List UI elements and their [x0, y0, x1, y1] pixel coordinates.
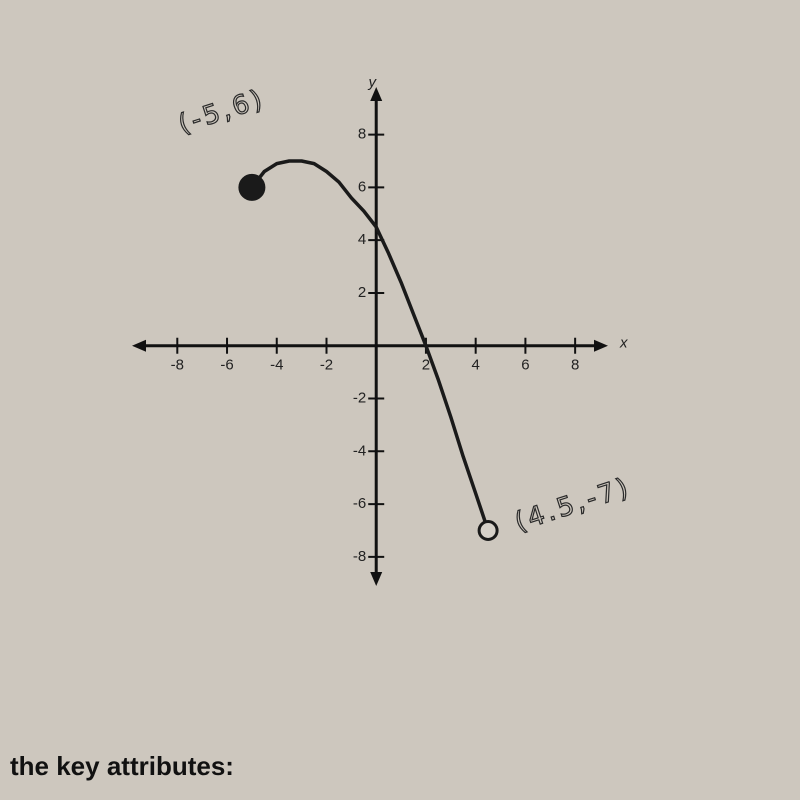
y-tick-label: -8: [353, 548, 366, 565]
x-tick-label: 2: [422, 357, 430, 374]
y-tick-label: -6: [353, 495, 366, 512]
curve: [250, 159, 490, 532]
caption: the key attributes:: [10, 751, 234, 781]
y-axis-label: y: [367, 74, 377, 91]
y-tick-label: 4: [358, 231, 366, 248]
x-tick-label: -4: [270, 357, 283, 374]
x-axis-label: x: [619, 335, 628, 352]
open-endpoint: [477, 519, 499, 541]
x-tick-label: 4: [472, 357, 480, 374]
y-tick-label: 6: [358, 178, 366, 195]
x-tick-label: -6: [220, 357, 233, 374]
y-tick-label: -2: [353, 389, 366, 406]
x-tick-label: -2: [320, 357, 333, 374]
y-tick-label: 2: [358, 284, 366, 301]
x-tick-label: 8: [571, 357, 579, 374]
y-tick-label: 8: [358, 126, 366, 143]
x-tick-label: 6: [521, 357, 529, 374]
x-tick-label: -8: [171, 357, 184, 374]
closed-endpoint: [238, 173, 266, 201]
y-tick-label: -4: [353, 442, 366, 459]
